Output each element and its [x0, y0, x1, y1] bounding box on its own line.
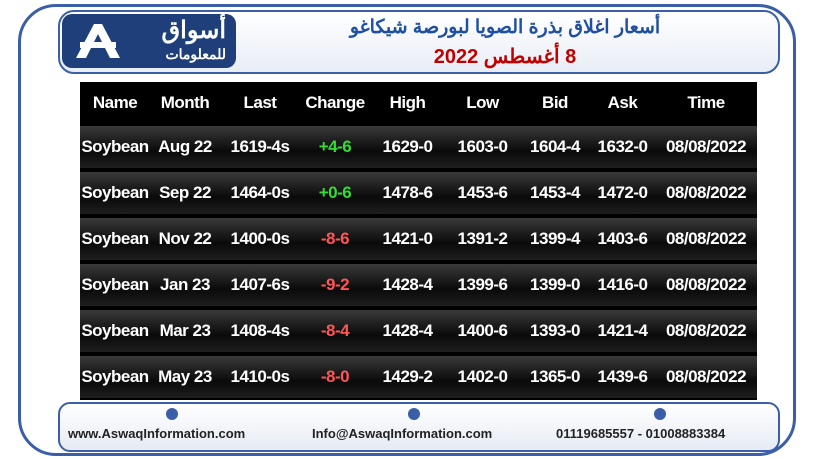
cell: Sep 22 — [159, 183, 211, 202]
column-header: Time — [687, 93, 725, 112]
cell: 1629-0 — [382, 137, 433, 156]
cell: 1603-0 — [457, 137, 508, 156]
cell: 1453-4 — [530, 183, 580, 202]
cell: 08/08/2022 — [665, 229, 747, 248]
cell: 08/08/2022 — [665, 321, 747, 340]
cell: Jan 23 — [160, 275, 210, 294]
cell: 1478-6 — [382, 183, 433, 202]
change-cell: -9-2 — [320, 275, 350, 294]
cell: Soybean — [81, 137, 149, 156]
cell: 1428-4 — [382, 321, 433, 340]
change-cell: +4-6 — [318, 137, 352, 156]
cell: 1421-4 — [597, 321, 648, 340]
cell: 08/08/2022 — [665, 137, 747, 156]
logo-subtitle: للمعلومات — [165, 46, 226, 62]
cell: 1429-2 — [382, 367, 433, 386]
cell: Mar 23 — [159, 321, 211, 340]
email: Info@AswaqInformation.com — [312, 426, 493, 441]
web-icon — [166, 408, 178, 420]
cell: May 23 — [158, 367, 212, 386]
cell: 1400-0s — [230, 229, 290, 248]
row-background — [80, 126, 757, 168]
column-header: Bid — [542, 93, 568, 112]
cell: 1407-6s — [230, 275, 290, 294]
column-header: Month — [160, 93, 210, 112]
row-background — [80, 310, 757, 352]
cell: 1393-0 — [530, 321, 580, 340]
column-header: Last — [243, 93, 277, 112]
cell: 1472-0 — [597, 183, 648, 202]
cell: 1464-0s — [230, 183, 290, 202]
change-cell: -8-0 — [320, 367, 350, 386]
cell: 1403-6 — [597, 229, 648, 248]
cell: 1439-6 — [597, 367, 648, 386]
cell: 08/08/2022 — [665, 275, 747, 294]
logo-name: أسواق — [161, 17, 226, 44]
cell: 1604-4 — [530, 137, 580, 156]
cell: 1453-6 — [457, 183, 508, 202]
cell: 1400-6 — [457, 321, 508, 340]
cell: 08/08/2022 — [665, 367, 747, 386]
logo: أسواق للمعلومات — [62, 14, 236, 68]
column-header: High — [389, 93, 426, 112]
cell: 1416-0 — [597, 275, 648, 294]
change-cell: +0-6 — [318, 183, 352, 202]
row-background — [80, 264, 757, 306]
column-header: Change — [305, 93, 365, 112]
cell: 1365-0 — [530, 367, 580, 386]
cell: Soybean — [81, 183, 149, 202]
phone: 01119685557 - 01008883384 — [556, 426, 726, 441]
cell: Soybean — [81, 367, 149, 386]
mail-icon — [408, 408, 420, 420]
column-header: Low — [466, 93, 499, 112]
cell: 1408-4s — [230, 321, 290, 340]
cell: Soybean — [81, 275, 149, 294]
row-background — [80, 218, 757, 260]
column-header: Ask — [607, 93, 638, 112]
phone-icon — [654, 408, 666, 420]
cell: 1399-6 — [457, 275, 508, 294]
table: Name Month Last Change High Low Bid Ask Time Soyb… — [80, 82, 757, 400]
row-background — [80, 172, 757, 214]
cell: 1410-0s — [230, 367, 290, 386]
cell: 08/08/2022 — [665, 183, 747, 202]
cell: 1399-4 — [530, 229, 580, 248]
logo-icon — [76, 24, 120, 58]
row-background — [80, 356, 757, 398]
cell: 1402-0 — [457, 367, 508, 386]
cell: 1391-2 — [457, 229, 508, 248]
cell: 1399-0 — [530, 275, 580, 294]
cell: Nov 22 — [158, 229, 212, 248]
title: أسعار اغلاق بذرة الصويا لبورصة شيكاغو — [349, 17, 661, 38]
cell: 1421-0 — [382, 229, 433, 248]
cell: Soybean — [81, 321, 149, 340]
cell: Aug 22 — [158, 137, 212, 156]
change-cell: -8-6 — [320, 229, 350, 248]
date: 8 أغسطس 2022 — [433, 46, 577, 68]
cell: 1632-0 — [597, 137, 648, 156]
column-header: Name — [92, 93, 138, 112]
cell: Soybean — [81, 229, 149, 248]
cell: 1619-4s — [230, 137, 290, 156]
cell: 1428-4 — [382, 275, 433, 294]
website: www.AswaqInformation.com — [68, 426, 246, 441]
change-cell: -8-4 — [320, 321, 350, 340]
